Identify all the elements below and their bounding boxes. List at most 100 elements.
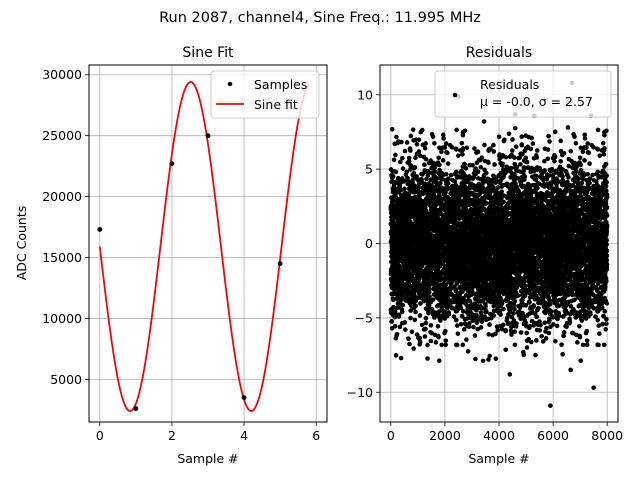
residual-point	[423, 315, 429, 321]
sine-fit-legend-frame	[210, 70, 320, 119]
residual-point	[501, 199, 506, 205]
residuals-title: Residuals	[466, 45, 532, 61]
residual-point	[495, 185, 501, 190]
residual-point	[446, 176, 451, 181]
residual-point	[471, 324, 476, 330]
legend-samples-marker	[227, 81, 233, 87]
residual-point	[393, 152, 398, 158]
residual-point	[500, 161, 505, 167]
residual-point	[510, 137, 515, 142]
residual-point	[509, 148, 515, 153]
residual-point	[439, 342, 444, 348]
residual-point	[503, 327, 508, 333]
residual-point	[473, 356, 478, 362]
residual-point	[463, 166, 469, 171]
residual-point	[428, 338, 434, 344]
residual-point	[392, 323, 398, 329]
residual-point	[425, 342, 430, 348]
residual-point	[515, 293, 521, 298]
residual-point	[400, 166, 406, 171]
residual-point	[442, 145, 448, 150]
sine-fit-legend: Samples Sine fit	[210, 70, 320, 119]
residual-point	[439, 149, 444, 155]
residual-point	[423, 320, 429, 326]
residual-point	[478, 164, 484, 170]
residual-point	[460, 152, 465, 157]
sine-fit-y-tick-label: 15000	[42, 250, 82, 265]
residual-point	[399, 139, 404, 145]
residual-point	[445, 150, 450, 156]
residual-point	[410, 127, 416, 132]
residual-point	[512, 342, 518, 348]
residual-point	[418, 301, 423, 306]
residual-point	[432, 140, 437, 146]
sine-fit-xlabel: Sample #	[177, 451, 238, 466]
residual-point	[408, 133, 414, 139]
residual-point	[402, 148, 408, 154]
residual-point	[406, 296, 411, 302]
residual-point	[506, 131, 512, 137]
residual-point	[512, 298, 518, 304]
figure-suptitle: Run 2087, channel4, Sine Freq.: 11.995 M…	[159, 10, 481, 26]
residual-point	[426, 170, 431, 176]
residual-point	[433, 290, 438, 295]
residual-point	[454, 147, 459, 152]
residual-point	[460, 132, 466, 138]
residual-point	[417, 335, 422, 341]
residual-point	[491, 313, 496, 318]
sample-point	[241, 395, 247, 401]
residual-point	[486, 160, 491, 166]
residual-point	[483, 200, 489, 206]
residual-point	[435, 323, 441, 329]
residual-point	[430, 134, 436, 139]
residual-point	[503, 154, 509, 160]
residual-point	[422, 145, 428, 151]
residual-point	[501, 306, 506, 312]
residual-point	[400, 302, 406, 308]
residual-point	[390, 174, 396, 179]
residual-point	[408, 167, 413, 172]
residual-point	[426, 289, 432, 295]
residual-point	[518, 162, 523, 167]
residual-point	[462, 161, 467, 167]
residual-point	[406, 155, 412, 161]
residual-point	[443, 328, 448, 334]
residual-point	[479, 155, 485, 160]
residual-point	[419, 177, 424, 182]
residual-point	[406, 271, 411, 276]
residual-point	[472, 333, 478, 338]
residual-point	[417, 193, 422, 199]
sine-fit-series	[98, 81, 310, 412]
residual-point	[464, 337, 469, 342]
residuals-series	[388, 80, 610, 408]
residual-point	[438, 180, 443, 186]
residual-point	[397, 324, 403, 330]
residual-point	[465, 349, 471, 354]
sine-fit-y-tick-label: 30000	[42, 67, 82, 82]
residual-point	[391, 157, 397, 163]
residual-point	[419, 322, 425, 328]
residual-point	[491, 149, 497, 154]
residual-point	[511, 302, 517, 308]
residual-point	[472, 146, 477, 151]
samples-series	[97, 133, 283, 411]
residual-point	[399, 309, 405, 315]
residual-point	[454, 127, 459, 133]
residual-point	[496, 134, 502, 140]
residual-point	[486, 332, 492, 337]
residual-point	[414, 174, 419, 179]
residual-point	[475, 169, 481, 175]
residual-point	[462, 128, 468, 134]
residual-point	[408, 308, 413, 313]
residual-point	[470, 162, 475, 168]
residual-point	[492, 162, 497, 167]
residual-point	[512, 125, 518, 131]
residual-point	[498, 312, 503, 317]
residual-point	[512, 155, 517, 160]
residual-point	[428, 323, 434, 328]
sample-point	[133, 406, 139, 411]
residual-point	[454, 342, 460, 348]
